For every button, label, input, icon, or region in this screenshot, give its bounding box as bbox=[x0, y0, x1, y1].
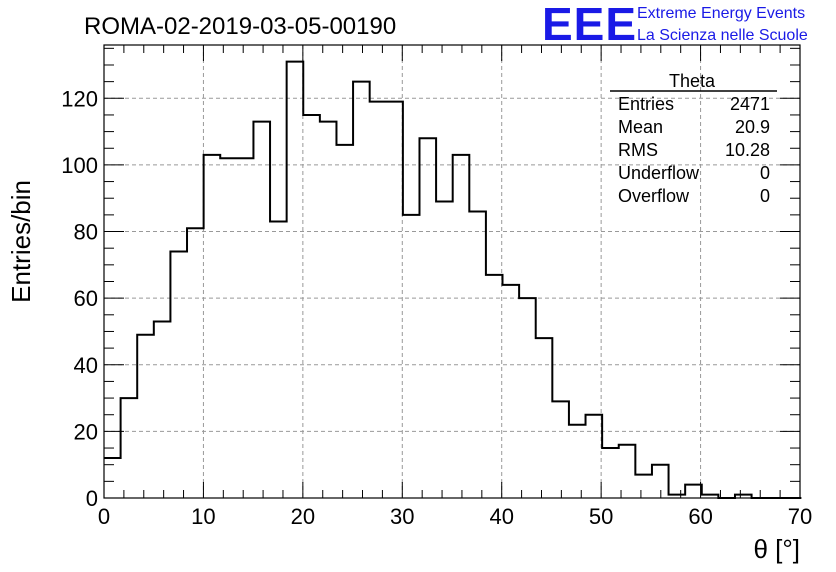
eee-logo: EEE Extreme Energy Events La Scienza nel… bbox=[542, 0, 808, 50]
y-tick-label: 20 bbox=[74, 419, 98, 444]
histogram-series bbox=[104, 60, 802, 499]
stats-label-mean: Mean bbox=[618, 117, 663, 137]
y-tick-label: 80 bbox=[74, 220, 98, 245]
stats-label-entries: Entries bbox=[618, 94, 674, 114]
histogram-bin bbox=[270, 222, 287, 498]
histogram-bin bbox=[336, 145, 353, 498]
histogram-bin bbox=[320, 122, 337, 498]
y-axis-label: Entries/bin bbox=[6, 180, 36, 303]
histogram-bin bbox=[170, 252, 187, 498]
stats-value-overflow: 0 bbox=[760, 186, 770, 206]
logo-line-2: La Scienza nelle Scuole bbox=[637, 27, 808, 44]
plot-frame bbox=[103, 44, 801, 499]
histogram-bin bbox=[453, 155, 470, 498]
histogram-bin bbox=[287, 62, 304, 498]
histogram-bin bbox=[602, 448, 619, 498]
stats-value-mean: 20.9 bbox=[735, 117, 770, 137]
grid bbox=[104, 45, 800, 498]
histogram-bin bbox=[303, 115, 320, 498]
stats-title: Theta bbox=[669, 71, 716, 91]
histogram-bin bbox=[486, 275, 503, 498]
histogram-bin bbox=[253, 122, 270, 498]
x-tick-label: 40 bbox=[489, 504, 513, 529]
histogram-bin bbox=[419, 138, 436, 498]
histogram-bin bbox=[220, 158, 237, 498]
stats-label-rms: RMS bbox=[618, 140, 658, 160]
histogram-outline bbox=[104, 60, 802, 499]
axis-ticks bbox=[103, 45, 801, 499]
stats-value-entries: 2471 bbox=[730, 94, 770, 114]
y-tick-label: 120 bbox=[61, 86, 98, 111]
x-tick-label: 0 bbox=[98, 504, 110, 529]
stats-label-underflow: Underflow bbox=[618, 163, 700, 183]
y-tick-labels: 0 20 40 60 80 100 120 bbox=[61, 86, 98, 511]
histogram-bin bbox=[353, 82, 370, 498]
histogram-bin bbox=[552, 401, 569, 498]
histogram-bin bbox=[370, 102, 387, 498]
histogram-bin bbox=[519, 298, 536, 498]
histogram-bin bbox=[204, 155, 221, 498]
x-tick-label: 10 bbox=[191, 504, 215, 529]
y-tick-label: 40 bbox=[74, 353, 98, 378]
histogram-bin bbox=[436, 202, 453, 498]
chart-title: ROMA-02-2019-03-05-00190 bbox=[84, 13, 396, 40]
histogram-bin bbox=[685, 485, 702, 498]
histogram-bin bbox=[154, 321, 171, 498]
y-tick-label: 0 bbox=[86, 486, 98, 511]
x-axis-label: θ [°] bbox=[753, 534, 800, 564]
x-tick-label: 50 bbox=[589, 504, 613, 529]
stats-box: Theta Entries 2471 Mean 20.9 RMS 10.28 U… bbox=[610, 71, 777, 206]
histogram-bin bbox=[536, 338, 553, 498]
x-tick-label: 20 bbox=[291, 504, 315, 529]
x-tick-label: 70 bbox=[788, 504, 812, 529]
histogram-bin bbox=[137, 335, 154, 498]
histogram-bin bbox=[652, 465, 669, 498]
x-tick-labels: 0 10 20 30 40 50 60 70 bbox=[98, 504, 812, 529]
histogram-bin bbox=[104, 458, 121, 498]
logo-letters: EEE bbox=[542, 0, 637, 50]
stats-value-underflow: 0 bbox=[760, 163, 770, 183]
logo-line-1: Extreme Energy Events bbox=[637, 5, 805, 22]
histogram-bin bbox=[503, 285, 520, 498]
histogram-bin bbox=[586, 415, 603, 498]
histogram-bin bbox=[187, 228, 204, 498]
histogram-bin bbox=[635, 475, 652, 498]
histogram-bin bbox=[403, 215, 420, 498]
histogram-bin bbox=[121, 398, 138, 498]
stats-label-overflow: Overflow bbox=[618, 186, 690, 206]
x-tick-label: 60 bbox=[688, 504, 712, 529]
y-tick-label: 60 bbox=[74, 286, 98, 311]
histogram-bin bbox=[386, 102, 403, 498]
histogram-bin bbox=[237, 158, 254, 498]
y-tick-label: 100 bbox=[61, 153, 98, 178]
x-tick-label: 30 bbox=[390, 504, 414, 529]
histogram-bin bbox=[469, 212, 486, 498]
stats-value-rms: 10.28 bbox=[725, 140, 770, 160]
histogram-bin bbox=[569, 425, 586, 498]
